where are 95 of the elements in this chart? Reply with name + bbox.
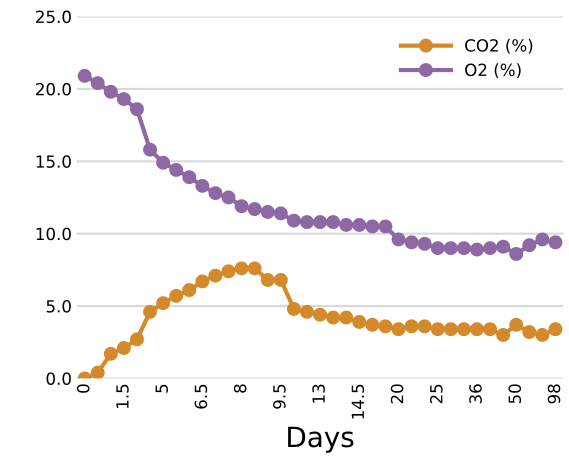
- point: [548, 322, 562, 336]
- point: [78, 68, 92, 83]
- point: [182, 283, 196, 298]
- point: [392, 232, 406, 246]
- legend-label: O2 (%): [465, 63, 521, 78]
- point: [300, 215, 314, 230]
- point: [326, 310, 340, 325]
- point: [404, 319, 419, 334]
- point: [169, 163, 184, 177]
- point: [392, 322, 406, 336]
- x-tick-label: 50: [508, 384, 522, 404]
- point: [274, 206, 288, 220]
- point: [156, 296, 170, 310]
- point: [195, 274, 210, 288]
- point: [143, 142, 157, 157]
- point: [548, 235, 562, 250]
- x-tick-label: 9.5: [273, 384, 286, 409]
- x-tick-label: 13: [312, 384, 325, 403]
- point: [156, 156, 170, 170]
- point: [522, 325, 536, 340]
- point: [430, 322, 445, 336]
- point: [339, 310, 354, 325]
- x-tick-label: 14.5: [352, 384, 364, 419]
- point: [509, 246, 524, 261]
- y-tick-label: 20.0: [36, 82, 71, 96]
- point: [483, 241, 498, 256]
- point: [418, 319, 432, 334]
- x-tick-label: 1.5: [116, 384, 129, 408]
- x-tick-label: 6.5: [194, 384, 208, 409]
- point: [326, 215, 340, 230]
- y-tick-label: 0.0: [46, 372, 71, 385]
- point: [90, 76, 105, 90]
- point: [182, 170, 196, 184]
- point: [260, 273, 275, 287]
- point: [483, 322, 498, 336]
- point: [234, 199, 249, 214]
- point: [496, 328, 510, 342]
- point: [104, 346, 118, 361]
- y-tick-label: 15.0: [36, 155, 71, 168]
- point: [130, 102, 144, 116]
- point: [535, 328, 550, 342]
- point: [378, 219, 392, 234]
- point: [234, 261, 249, 276]
- x-tick-label: 8: [234, 384, 246, 393]
- point: [352, 218, 366, 232]
- x-tick-label: 20: [390, 384, 404, 404]
- x-tick-label: 36: [469, 384, 482, 404]
- point: [300, 304, 314, 319]
- point: [208, 186, 222, 200]
- point: [208, 268, 222, 283]
- y-tick-label: 10.0: [36, 228, 71, 240]
- point: [104, 84, 118, 99]
- x-tick-label: 25: [430, 384, 443, 404]
- point: [143, 304, 157, 319]
- point: [195, 178, 210, 193]
- point: [222, 264, 236, 278]
- point: [430, 241, 445, 256]
- point: [222, 190, 236, 204]
- point: [260, 205, 275, 219]
- point: [313, 215, 328, 230]
- x-tick-label: 0: [76, 384, 90, 393]
- point: [509, 318, 524, 332]
- point: [470, 322, 484, 336]
- y-tick-label: 25.0: [36, 10, 71, 24]
- point: [313, 308, 328, 322]
- point: [116, 92, 131, 106]
- point: [339, 218, 354, 232]
- point: [470, 242, 484, 257]
- point: [116, 341, 131, 355]
- point: [535, 232, 550, 246]
- point: [169, 288, 184, 303]
- x-axis-title: Days: [288, 426, 354, 453]
- point: [365, 318, 380, 332]
- point: [274, 273, 288, 287]
- point: [378, 319, 392, 334]
- point: [456, 241, 471, 256]
- point: [286, 302, 301, 316]
- y-tick-label: 5.0: [46, 300, 71, 313]
- point: [404, 235, 419, 250]
- legend-label: CO2 (%): [465, 38, 532, 54]
- point: [444, 322, 458, 336]
- x-tick-label: 98: [548, 384, 560, 404]
- point: [365, 219, 380, 234]
- point: [456, 322, 471, 336]
- point: [130, 332, 144, 346]
- point: [286, 214, 301, 228]
- point: [248, 202, 262, 216]
- point: [496, 240, 510, 254]
- point: [352, 315, 366, 329]
- x-tick-label: 5: [156, 384, 168, 393]
- point: [248, 261, 262, 276]
- point: [418, 236, 432, 251]
- point: [90, 366, 105, 378]
- point: [444, 241, 458, 256]
- point: [522, 238, 536, 252]
